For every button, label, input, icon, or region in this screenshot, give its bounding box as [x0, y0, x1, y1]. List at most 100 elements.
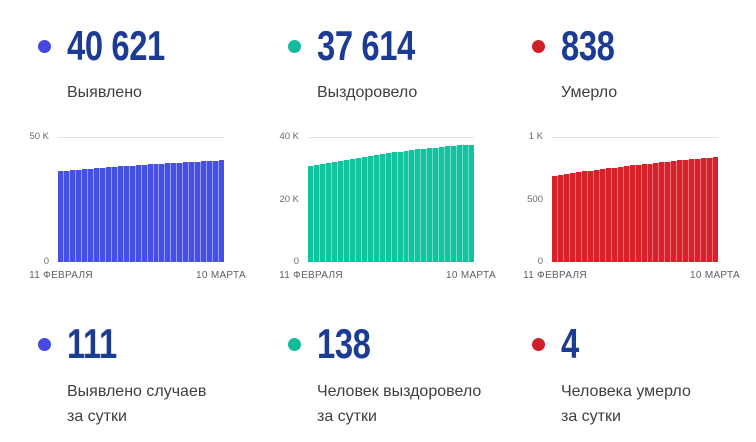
bar[interactable] — [587, 170, 594, 262]
bar[interactable] — [695, 158, 702, 262]
recovered-legend-dot-icon — [288, 337, 301, 351]
bar[interactable] — [159, 163, 166, 262]
detected-legend-dot-icon — [38, 39, 51, 53]
bar[interactable] — [343, 159, 350, 262]
bar[interactable] — [439, 146, 446, 262]
bar[interactable] — [421, 148, 428, 262]
bar[interactable] — [373, 154, 380, 262]
bar[interactable] — [445, 146, 452, 262]
stat-total-label: Выздоровело — [317, 84, 418, 101]
bar[interactable] — [141, 164, 148, 262]
bar[interactable] — [123, 166, 130, 262]
bar[interactable] — [433, 147, 440, 262]
bar[interactable] — [81, 169, 88, 262]
bar[interactable] — [463, 144, 470, 262]
stat-total-died: 838 — [524, 25, 630, 67]
bar[interactable] — [177, 162, 184, 262]
bar[interactable] — [641, 164, 648, 262]
bar[interactable] — [629, 165, 636, 262]
bar-plot-detected — [58, 137, 225, 262]
bar[interactable] — [75, 169, 82, 262]
bar[interactable] — [183, 162, 190, 262]
stat-total-value: 37 614 — [317, 22, 415, 69]
bar[interactable] — [605, 168, 612, 262]
bar[interactable] — [635, 164, 642, 262]
bar[interactable] — [313, 165, 320, 262]
bar[interactable] — [93, 168, 100, 262]
bar[interactable] — [213, 160, 220, 262]
bar[interactable] — [219, 160, 225, 262]
bar[interactable] — [171, 162, 178, 262]
bar[interactable] — [415, 149, 422, 262]
bar[interactable] — [105, 167, 112, 262]
bar-plot-recovered — [308, 137, 475, 262]
stat-daily-label-line2: за сутки — [67, 408, 127, 425]
bar[interactable] — [129, 165, 136, 262]
bar[interactable] — [403, 150, 410, 262]
bar[interactable] — [87, 168, 94, 262]
bar[interactable] — [575, 172, 582, 262]
stat-daily-label-line2: за сутки — [561, 408, 621, 425]
bar[interactable] — [361, 156, 368, 262]
bar[interactable] — [367, 155, 374, 262]
bar[interactable] — [153, 164, 160, 262]
x-axis-label-start: 11 ФЕВРАЛЯ — [523, 270, 587, 281]
bar[interactable] — [599, 169, 606, 262]
bar[interactable] — [195, 161, 202, 262]
bar[interactable] — [379, 154, 386, 262]
bar[interactable] — [659, 162, 666, 262]
bar[interactable] — [469, 144, 475, 262]
bar[interactable] — [677, 160, 684, 262]
bar[interactable] — [207, 161, 214, 262]
bar[interactable] — [593, 169, 600, 262]
bar[interactable] — [581, 171, 588, 262]
bar[interactable] — [611, 167, 618, 262]
y-axis-label-max: 40 K — [279, 131, 299, 142]
bar[interactable] — [665, 161, 672, 262]
bar[interactable] — [427, 148, 434, 262]
bar[interactable] — [349, 158, 356, 262]
bar[interactable] — [63, 170, 70, 262]
bar[interactable] — [409, 150, 416, 262]
bar[interactable] — [117, 166, 124, 262]
bar[interactable] — [58, 171, 64, 262]
stat-total-label: Выявлено — [67, 84, 142, 101]
bar[interactable] — [201, 161, 208, 262]
bar[interactable] — [647, 163, 654, 262]
chart-recovered: 40 K 20 K 0 11 ФЕВРАЛЯ 10 МАРТА — [279, 130, 512, 290]
bar[interactable] — [135, 165, 142, 262]
bar[interactable] — [457, 145, 464, 262]
bar[interactable] — [671, 161, 678, 262]
bar[interactable] — [623, 166, 630, 262]
bar[interactable] — [69, 170, 76, 262]
bar[interactable] — [701, 158, 708, 262]
bar[interactable] — [331, 161, 338, 262]
bar[interactable] — [689, 159, 696, 262]
bar[interactable] — [563, 174, 570, 262]
bar[interactable] — [99, 167, 106, 262]
bar[interactable] — [165, 163, 172, 262]
bar[interactable] — [355, 157, 362, 262]
bar[interactable] — [653, 162, 660, 262]
bar[interactable] — [707, 157, 714, 262]
bar[interactable] — [337, 160, 344, 262]
bar[interactable] — [189, 161, 196, 262]
bar[interactable] — [557, 174, 564, 262]
bar[interactable] — [569, 173, 576, 262]
bar[interactable] — [325, 162, 332, 262]
bar[interactable] — [397, 151, 404, 262]
bar[interactable] — [451, 145, 458, 262]
stat-daily-label: Выявлено случаев за сутки — [67, 379, 206, 429]
bar[interactable] — [319, 164, 326, 262]
bar[interactable] — [683, 159, 690, 262]
bar[interactable] — [713, 157, 719, 262]
bar[interactable] — [552, 175, 558, 262]
bar[interactable] — [391, 152, 398, 262]
x-axis-label-end: 10 МАРТА — [196, 270, 246, 281]
bar[interactable] — [147, 164, 154, 262]
bar[interactable] — [617, 166, 624, 262]
bar[interactable] — [385, 153, 392, 262]
bar[interactable] — [111, 166, 118, 262]
column-detected: 40 621 Выявлено 50 K 0 11 ФЕВРАЛЯ 10 МАР… — [29, 0, 262, 442]
bar[interactable] — [308, 166, 314, 262]
